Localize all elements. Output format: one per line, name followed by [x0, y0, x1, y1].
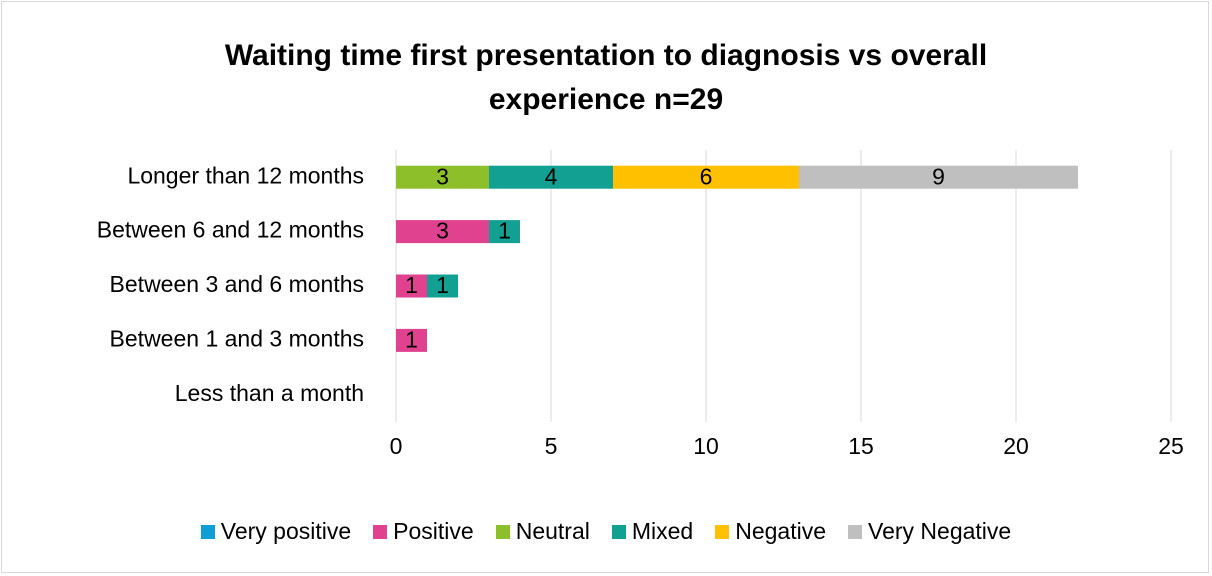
bar-segment: [489, 165, 613, 189]
data-label: 6: [700, 163, 713, 189]
x-tick-label: 0: [390, 433, 403, 459]
bar-segment: [427, 274, 458, 298]
data-label: 9: [932, 163, 945, 189]
bar-segment: [799, 165, 1078, 189]
legend-item: Very Negative: [848, 518, 1011, 545]
x-tick-label: 15: [848, 433, 874, 459]
legend-label: Neutral: [515, 518, 590, 544]
data-label: 4: [545, 163, 558, 189]
y-tick-label: Between 1 and 3 months: [110, 325, 364, 351]
y-tick-label: Between 3 and 6 months: [110, 271, 364, 297]
bar-segment: [489, 220, 520, 244]
y-tick-label: Longer than 12 months: [127, 162, 364, 188]
data-label: 3: [436, 163, 449, 189]
x-tick-label: 5: [545, 433, 558, 459]
data-label: 1: [405, 272, 418, 298]
x-tick-label: 10: [693, 433, 719, 459]
data-label: 1: [498, 218, 511, 244]
legend-label: Positive: [393, 518, 474, 544]
legend-swatch: [495, 524, 510, 539]
y-tick-label: Between 6 and 12 months: [97, 217, 364, 243]
legend-item: Positive: [373, 518, 474, 545]
legend-item: Neutral: [495, 518, 590, 545]
bar-segment: [396, 274, 427, 298]
legend-swatch: [715, 524, 730, 539]
data-label: 1: [436, 272, 449, 298]
legend-label: Very positive: [220, 518, 352, 544]
legend-label: Very Negative: [868, 518, 1012, 544]
legend: Very positive Positive Neutral Mixed Negativ…: [0, 518, 1212, 545]
legend-item: Very positive: [200, 518, 352, 545]
legend-label: Mixed: [631, 518, 694, 544]
bar-segment: [613, 165, 799, 189]
x-tick-label: 25: [1158, 433, 1184, 459]
legend-swatch: [611, 524, 626, 539]
legend-swatch: [848, 524, 863, 539]
data-label: 1: [405, 326, 418, 352]
legend-item: Mixed: [611, 518, 694, 545]
legend-swatch: [373, 524, 388, 539]
bar-segment: [396, 165, 489, 189]
bar-segment: [396, 328, 427, 352]
x-tick-label: 20: [1003, 433, 1029, 459]
bar-segment: [396, 220, 489, 244]
y-tick-label: Less than a month: [175, 380, 364, 406]
legend-swatch: [200, 524, 215, 539]
data-label: 3: [436, 218, 449, 244]
legend-label: Negative: [735, 518, 827, 544]
legend-item: Negative: [715, 518, 826, 545]
chart-title: Waiting time first presentation to diagn…: [224, 39, 988, 116]
